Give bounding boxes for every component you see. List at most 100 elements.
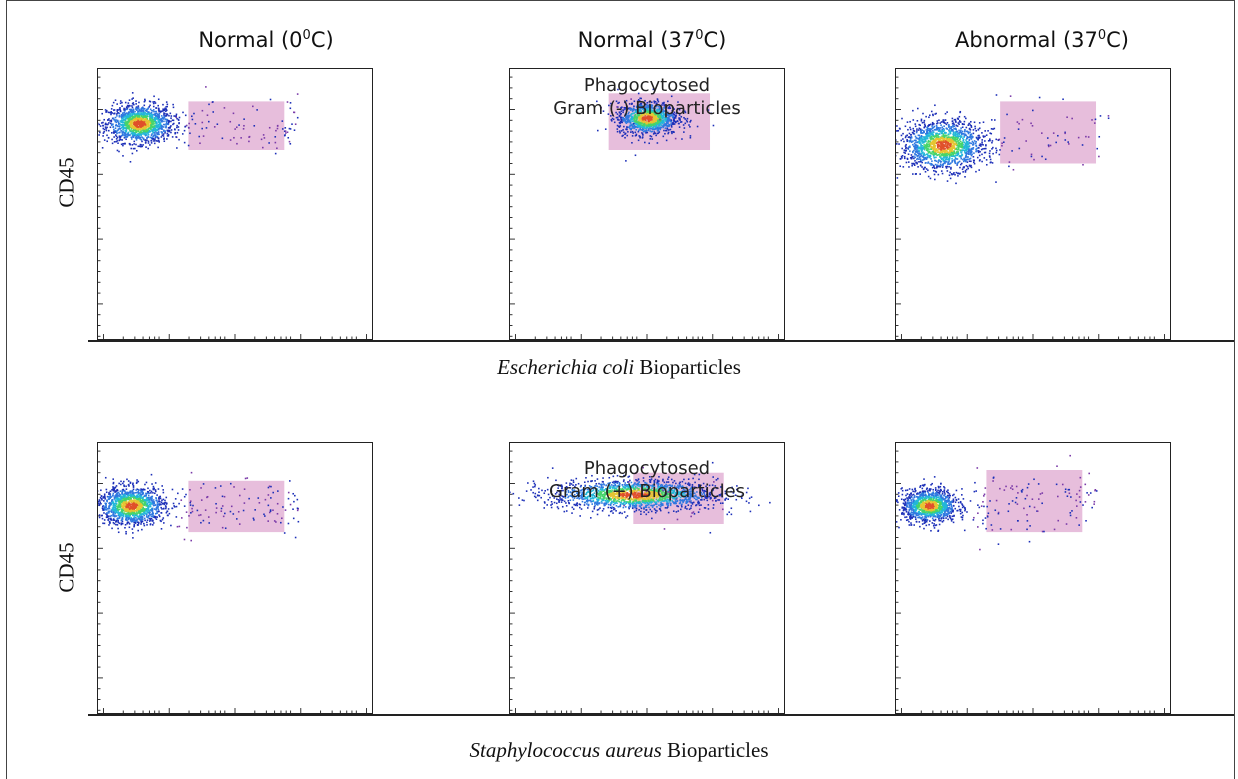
- event-point: [1085, 135, 1087, 138]
- event-point: [646, 124, 649, 127]
- event-point: [1030, 122, 1032, 125]
- event-point: [117, 129, 120, 131]
- event-point: [171, 136, 174, 138]
- event-point: [128, 108, 131, 111]
- event-point: [129, 120, 132, 122]
- event-point: [965, 144, 968, 146]
- event-point: [136, 106, 139, 109]
- event-point: [156, 133, 159, 135]
- event-point: [622, 129, 624, 131]
- event-point: [166, 135, 169, 137]
- event-point: [129, 143, 131, 146]
- event-point: [121, 497, 124, 500]
- event-point: [960, 152, 963, 154]
- event-point: [637, 99, 640, 101]
- event-point: [982, 136, 985, 138]
- event-point: [157, 117, 160, 120]
- event-point: [621, 121, 624, 124]
- event-point: [656, 98, 659, 100]
- event-point: [147, 140, 150, 143]
- event-point: [135, 137, 138, 140]
- event-point: [294, 123, 297, 126]
- event-point: [158, 128, 160, 131]
- event-point: [907, 136, 910, 139]
- event-point: [627, 116, 630, 118]
- event-point: [931, 143, 934, 145]
- event-point: [157, 137, 160, 139]
- event-point: [645, 105, 647, 108]
- event-point: [975, 150, 978, 152]
- event-point: [663, 119, 665, 121]
- event-point: [159, 125, 161, 128]
- event-point: [654, 117, 657, 120]
- event-point: [951, 146, 953, 149]
- event-point: [147, 135, 149, 138]
- event-point: [160, 115, 163, 117]
- event-point: [118, 131, 120, 134]
- event-point: [110, 123, 113, 126]
- event-point: [613, 121, 616, 124]
- event-point: [189, 132, 191, 135]
- event-point: [139, 132, 142, 135]
- event-point: [139, 119, 142, 121]
- event-point: [120, 129, 122, 132]
- event-point: [639, 127, 642, 130]
- event-point: [908, 136, 911, 138]
- event-point: [118, 112, 121, 115]
- event-point: [918, 134, 921, 137]
- event-point: [116, 149, 119, 152]
- event-point: [644, 111, 646, 113]
- event-point: [952, 155, 955, 157]
- event-point: [936, 126, 938, 128]
- event-point: [933, 173, 936, 176]
- event-point: [102, 505, 105, 507]
- event-point: [107, 510, 110, 513]
- event-point: [647, 116, 650, 119]
- event-point: [928, 124, 931, 127]
- event-point: [914, 160, 916, 162]
- event-point: [929, 127, 931, 130]
- event-point: [951, 151, 953, 154]
- event-point: [1047, 145, 1050, 148]
- event-point: [645, 110, 648, 113]
- event-point: [647, 105, 649, 107]
- event-point: [977, 138, 979, 141]
- event-point: [929, 144, 932, 146]
- event-point: [156, 503, 159, 506]
- event-point: [939, 127, 942, 129]
- event-point: [101, 147, 104, 149]
- event-point: [937, 165, 940, 168]
- event-point: [915, 141, 917, 144]
- event-point: [653, 122, 656, 125]
- event-point: [281, 128, 284, 130]
- event-point: [617, 125, 620, 128]
- event-point: [619, 113, 622, 116]
- event-point: [930, 110, 933, 113]
- event-point: [958, 121, 961, 123]
- event-point: [944, 134, 946, 137]
- event-point: [658, 122, 661, 124]
- event-point: [645, 132, 647, 134]
- event-point: [142, 117, 145, 120]
- event-point: [938, 133, 941, 135]
- event-point: [130, 130, 133, 133]
- event-point: [941, 145, 944, 148]
- event-point: [157, 132, 160, 134]
- event-point: [121, 132, 124, 134]
- event-point: [205, 127, 208, 129]
- event-point: [918, 152, 921, 155]
- event-point: [650, 120, 652, 123]
- event-point: [161, 485, 163, 487]
- event-point: [140, 110, 143, 113]
- event-point: [144, 121, 147, 123]
- event-point: [970, 142, 973, 145]
- event-point: [150, 129, 153, 131]
- event-point: [968, 145, 970, 148]
- event-point: [132, 130, 134, 133]
- event-point: [639, 106, 642, 109]
- event-point: [955, 131, 958, 133]
- event-point: [124, 131, 127, 134]
- event-point: [991, 140, 994, 142]
- event-point: [121, 514, 124, 517]
- event-point: [972, 148, 974, 150]
